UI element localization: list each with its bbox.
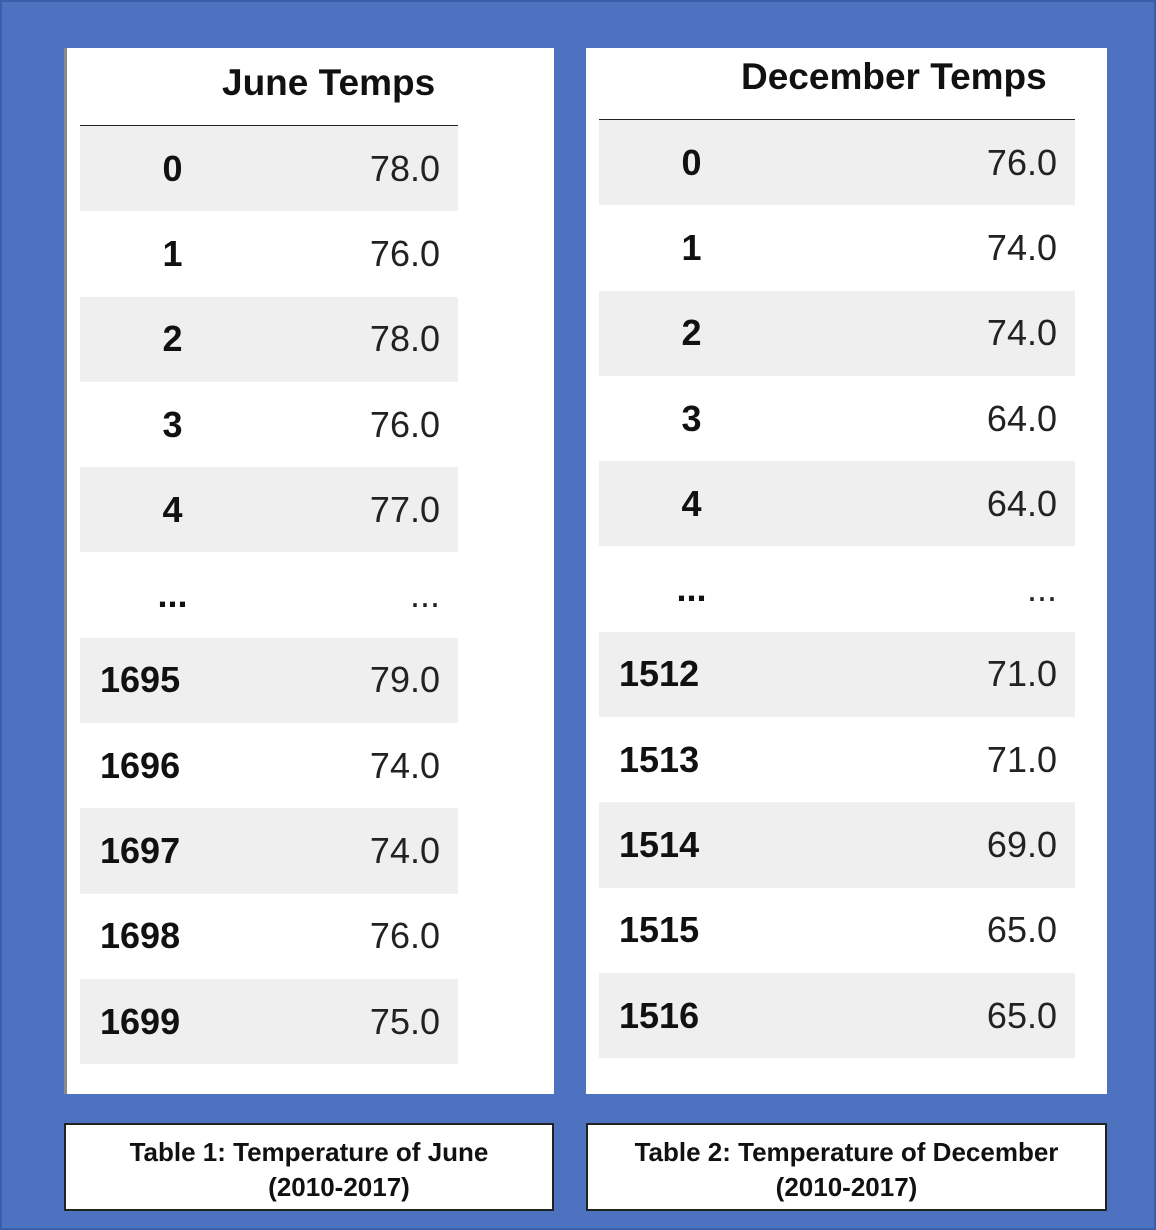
table-row: 3 76.0 [80, 382, 458, 467]
table-row: 3 64.0 [599, 376, 1075, 461]
row-index: 2 [80, 296, 265, 382]
row-value: 77.0 [265, 467, 458, 553]
table-row: 4 64.0 [599, 461, 1075, 547]
row-value: 76.0 [369, 915, 440, 957]
row-index: ... [157, 574, 188, 616]
row-index: 1 [162, 232, 183, 274]
table-row: ...... [80, 552, 458, 637]
row-value: 71.0 [986, 738, 1057, 780]
table-row: 1513 71.0 [599, 717, 1075, 802]
row-value: 78.0 [265, 296, 458, 382]
row-index: 4 [80, 467, 265, 553]
row-value: 78.0 [265, 126, 458, 212]
row-value: 74.0 [265, 808, 458, 894]
december-table-panel: December Temps 0 76.0 1 74.0 2 74.0 3 64.0 4 64.0… [586, 48, 1107, 1094]
row-index: 1697 [80, 808, 265, 894]
row-value: 75.0 [265, 978, 458, 1065]
december-table-caption: Table 2: Temperature of December (2010-2… [586, 1123, 1107, 1211]
december-table: 0 76.0 1 74.0 2 74.0 3 64.0 4 64.0...... 1512 71.0 1… [599, 120, 1075, 1059]
june-column-title: June Temps [222, 62, 436, 103]
row-value: ... [409, 574, 440, 616]
row-index: 3 [162, 403, 183, 445]
table-row: 1696 74.0 [80, 723, 458, 808]
december-column-title: December Temps [741, 56, 1047, 97]
row-value: 65.0 [986, 909, 1057, 951]
table-row: 0 78.0 [80, 126, 458, 212]
row-value: 69.0 [784, 802, 1075, 888]
table-row: 2 78.0 [80, 296, 458, 382]
table-row: 1515 65.0 [599, 888, 1075, 973]
row-index: 0 [599, 120, 784, 206]
june-table-panel: June Temps 0 78.0 1 76.0 2 78.0 3 76.0 4 77.0....… [64, 48, 554, 1094]
table-row: 1 74.0 [599, 205, 1075, 290]
table-row: 1695 79.0 [80, 637, 458, 724]
row-index: 1 [681, 226, 702, 268]
row-index: 1514 [599, 802, 784, 888]
row-index: 1512 [599, 631, 784, 718]
table-row: 1699 75.0 [80, 978, 458, 1065]
row-value: 79.0 [265, 637, 458, 724]
june-table: 0 78.0 1 76.0 2 78.0 3 76.0 4 77.0...... 1695 79.0 1… [80, 126, 458, 1065]
row-index: 1698 [100, 915, 181, 957]
row-index: 1516 [599, 972, 784, 1059]
june-caption-line2: (2010-2017) [268, 1172, 410, 1202]
row-index: ... [676, 568, 707, 610]
table-row: 1514 69.0 [599, 802, 1075, 888]
row-index: 3 [681, 397, 702, 439]
row-index: 1699 [80, 978, 265, 1065]
table-row: 0 76.0 [599, 120, 1075, 206]
table-row: 1697 74.0 [80, 808, 458, 894]
december-caption-line1: Table 2: Temperature of December [634, 1137, 1059, 1167]
row-value: 76.0 [369, 403, 440, 445]
row-value: 64.0 [986, 397, 1057, 439]
row-index: 1513 [619, 738, 700, 780]
row-index: 0 [80, 126, 265, 212]
row-value: 74.0 [986, 226, 1057, 268]
row-value: 74.0 [784, 290, 1075, 376]
row-value: 65.0 [784, 972, 1075, 1059]
row-index: 1696 [100, 744, 181, 786]
row-value: ... [1026, 568, 1057, 610]
december-caption-line2: (2010-2017) [775, 1172, 918, 1202]
table-row: 1516 65.0 [599, 972, 1075, 1059]
june-table-caption: Table 1: Temperature of June (2010-2017) [64, 1123, 554, 1211]
row-index: 1695 [80, 637, 265, 724]
row-value: 71.0 [784, 631, 1075, 718]
row-value: 74.0 [369, 744, 440, 786]
row-value: 76.0 [369, 232, 440, 274]
table-row: 1698 76.0 [80, 894, 458, 979]
row-index: 1515 [619, 909, 700, 951]
table-row: ...... [599, 546, 1075, 631]
row-value: 64.0 [784, 461, 1075, 547]
row-index: 4 [599, 461, 784, 547]
june-caption-line1: Table 1: Temperature of June [129, 1137, 489, 1167]
table-row: 2 74.0 [599, 290, 1075, 376]
table-row: 1512 71.0 [599, 631, 1075, 718]
table-row: 1 76.0 [80, 211, 458, 296]
table-row: 4 77.0 [80, 467, 458, 553]
row-index: 2 [599, 290, 784, 376]
row-value: 76.0 [784, 120, 1075, 206]
